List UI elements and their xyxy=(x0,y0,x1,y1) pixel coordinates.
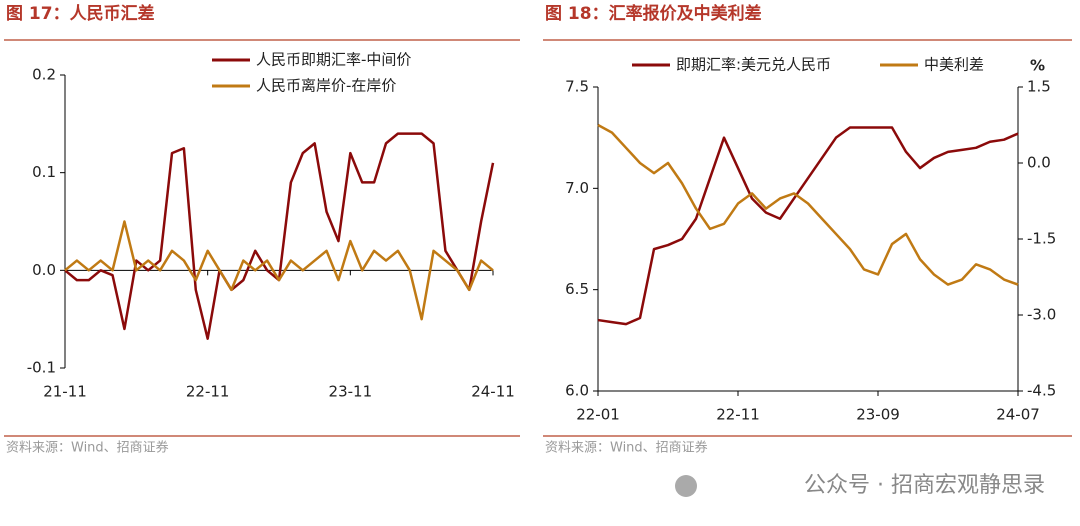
x-tick-label: 22-11 xyxy=(716,406,760,424)
series-line xyxy=(597,126,1019,326)
source: 资料来源：Wind、招商证券 xyxy=(6,440,169,456)
watermark: 公众号 · 招商宏观静思录 xyxy=(804,473,1045,498)
y2-unit: % xyxy=(1030,57,1045,75)
x-tick-label: 22-11 xyxy=(186,383,230,401)
y2-tick-label: -3.0 xyxy=(1027,306,1056,324)
y-tick-label: 0.1 xyxy=(32,163,56,181)
y-tick-label: 7.5 xyxy=(565,78,589,96)
y-tick-label: 7.0 xyxy=(565,179,589,197)
y2-tick-label: 1.5 xyxy=(1027,78,1051,96)
x-tick-label: 23-09 xyxy=(856,406,900,424)
series-line xyxy=(64,220,494,321)
legend-label: 人民币离岸价-在岸价 xyxy=(256,77,396,95)
legend-label: 即期汇率:美元兑人民币 xyxy=(676,56,831,74)
chart-title: 图 17：人民币汇差 xyxy=(6,3,155,24)
x-tick-label: 22-01 xyxy=(576,406,620,424)
source: 资料来源：Wind、招商证券 xyxy=(545,440,708,456)
y-tick-label: 0.0 xyxy=(32,261,56,279)
x-tick-label: 23-11 xyxy=(329,383,373,401)
y-tick-label: -0.1 xyxy=(27,359,56,377)
y-tick-label: 0.2 xyxy=(32,66,56,84)
y2-tick-label: -1.5 xyxy=(1027,230,1056,248)
chart-title: 图 18：汇率报价及中美利差 xyxy=(545,3,762,24)
y-tick-label: 6.0 xyxy=(565,382,589,400)
x-tick-label: 21-11 xyxy=(43,383,87,401)
series-line xyxy=(597,123,1019,286)
legend-label: 人民币即期汇率-中间价 xyxy=(256,51,411,69)
y-tick-label: 6.5 xyxy=(565,280,589,298)
y2-tick-label: -4.5 xyxy=(1027,382,1056,400)
y2-tick-label: 0.0 xyxy=(1027,154,1051,172)
wechat-icon xyxy=(675,475,697,497)
legend-label: 中美利差 xyxy=(924,56,984,74)
x-tick-label: 24-11 xyxy=(471,383,515,401)
x-tick-label: 24-07 xyxy=(996,406,1040,424)
